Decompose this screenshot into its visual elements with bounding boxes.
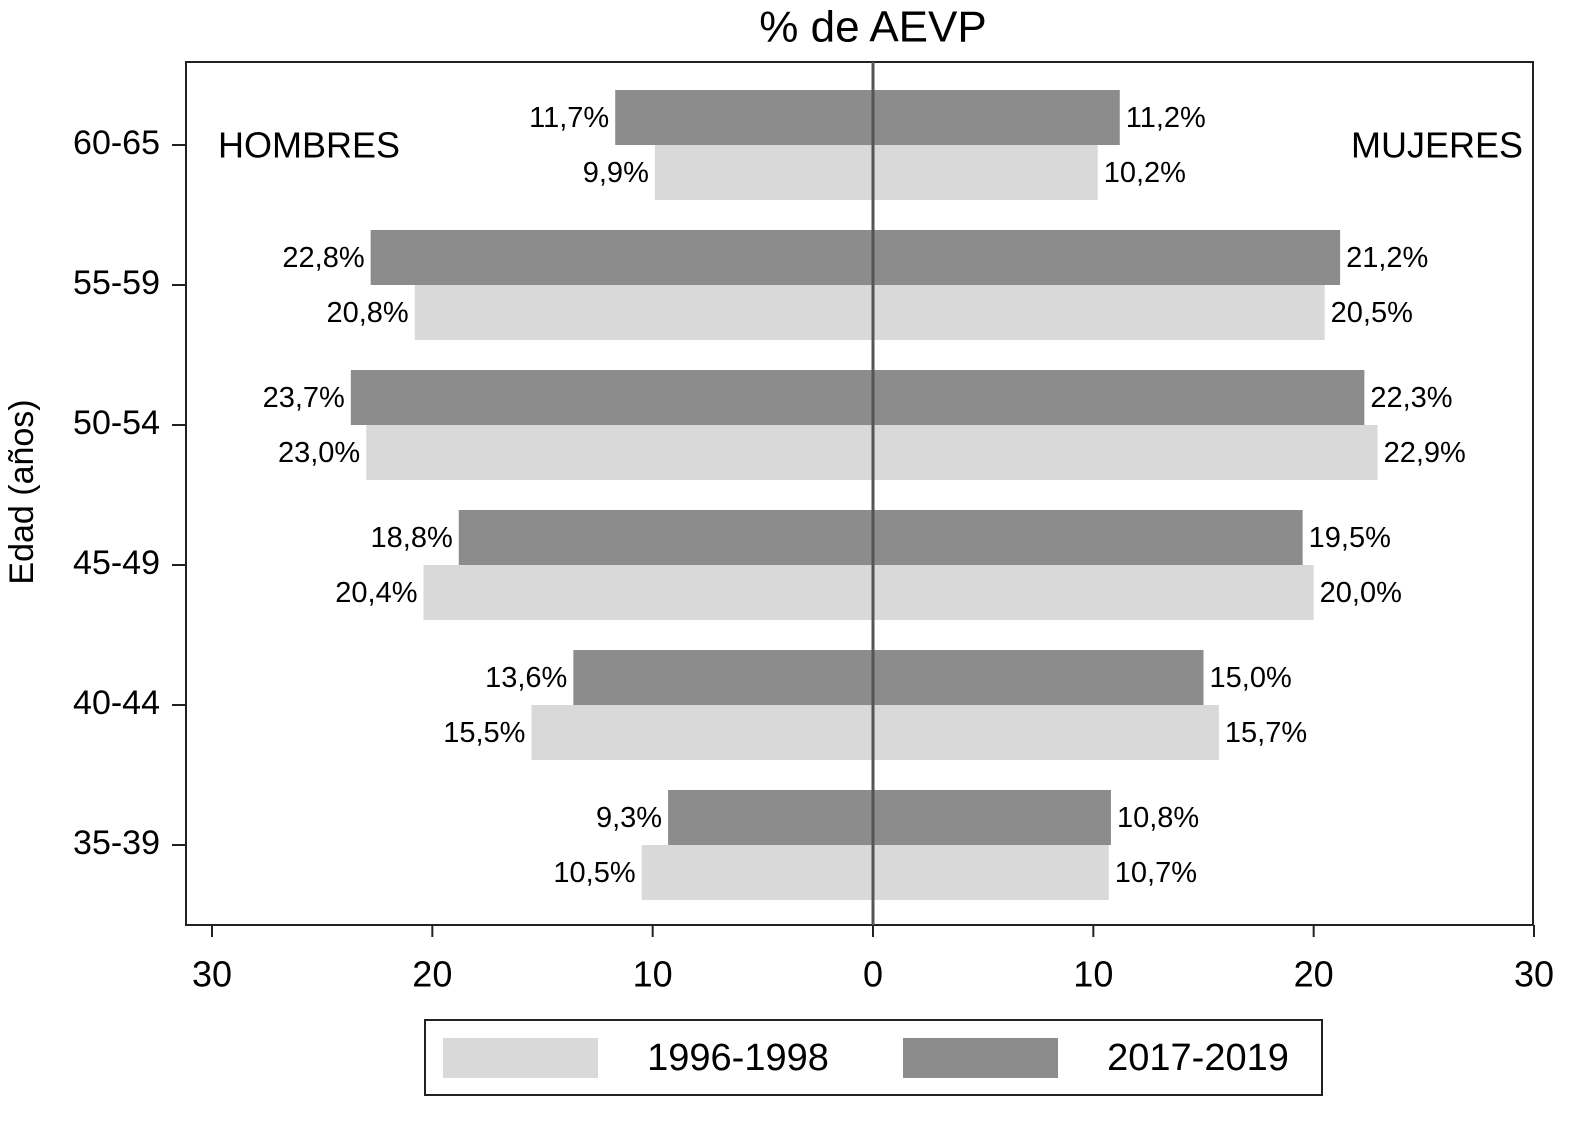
chart-title: % de AEVP	[759, 3, 986, 52]
value-label: 20,5%	[1331, 297, 1413, 329]
value-label: 22,9%	[1384, 437, 1466, 469]
y-axis-label: Edad (años)	[3, 399, 41, 584]
value-label: 19,5%	[1309, 522, 1391, 554]
x-tick-label: 0	[863, 954, 883, 995]
bar	[366, 425, 873, 480]
bar	[370, 230, 873, 285]
legend-swatch	[443, 1038, 598, 1078]
value-label: 22,3%	[1370, 382, 1452, 414]
bar	[873, 230, 1341, 285]
bar	[873, 650, 1204, 705]
bar	[873, 790, 1111, 845]
bar	[873, 565, 1314, 620]
bar	[573, 650, 873, 705]
bar	[668, 790, 873, 845]
x-tick-label: 30	[1514, 954, 1554, 995]
legend-swatch	[903, 1038, 1058, 1078]
value-label: 15,0%	[1210, 662, 1292, 694]
bar	[414, 285, 873, 340]
x-tick-label: 10	[633, 954, 673, 995]
value-label: 15,5%	[443, 717, 525, 749]
y-tick-label: 45-49	[73, 544, 160, 582]
y-tick-label: 35-39	[73, 824, 160, 862]
value-label: 9,3%	[596, 802, 662, 834]
y-tick-label: 40-44	[73, 684, 160, 722]
value-label: 11,7%	[529, 102, 609, 134]
value-label: 13,6%	[485, 662, 567, 694]
value-label: 15,7%	[1225, 717, 1307, 749]
bar	[641, 845, 873, 900]
value-label: 20,0%	[1320, 577, 1402, 609]
legend-label: 1996-1998	[647, 1037, 829, 1079]
bar	[458, 510, 873, 565]
y-tick-label: 60-65	[73, 124, 160, 162]
bar	[873, 90, 1120, 145]
x-tick-label: 20	[412, 954, 452, 995]
value-label: 18,8%	[371, 522, 453, 554]
value-label: 22,8%	[282, 242, 364, 274]
x-tick-label: 10	[1073, 954, 1113, 995]
bar	[873, 705, 1219, 760]
bar	[873, 370, 1365, 425]
legend-box	[424, 1019, 1323, 1096]
side-label: MUJERES	[1351, 125, 1523, 166]
value-label: 20,4%	[335, 577, 417, 609]
plot-frame	[185, 61, 1534, 926]
value-label: 23,0%	[278, 437, 360, 469]
bar	[873, 285, 1325, 340]
x-tick-label: 20	[1294, 954, 1334, 995]
value-label: 10,7%	[1115, 857, 1197, 889]
value-label: 20,8%	[326, 297, 408, 329]
bar	[654, 145, 873, 200]
bar	[873, 425, 1378, 480]
bar	[350, 370, 873, 425]
value-label: 10,5%	[553, 857, 635, 889]
value-label: 10,2%	[1104, 157, 1186, 189]
bar	[423, 565, 873, 620]
legend-label: 2017-2019	[1107, 1037, 1289, 1079]
value-label: 21,2%	[1346, 242, 1428, 274]
value-label: 23,7%	[263, 382, 345, 414]
bar	[873, 510, 1303, 565]
bar	[615, 90, 873, 145]
bar	[873, 845, 1109, 900]
value-label: 11,2%	[1126, 102, 1206, 134]
x-tick-label: 30	[192, 954, 232, 995]
y-tick-label: 55-59	[73, 264, 160, 302]
bar	[873, 145, 1098, 200]
side-label: HOMBRES	[218, 125, 400, 166]
value-label: 9,9%	[583, 157, 649, 189]
bar	[531, 705, 873, 760]
value-label: 10,8%	[1117, 802, 1199, 834]
y-tick-label: 50-54	[73, 404, 160, 442]
